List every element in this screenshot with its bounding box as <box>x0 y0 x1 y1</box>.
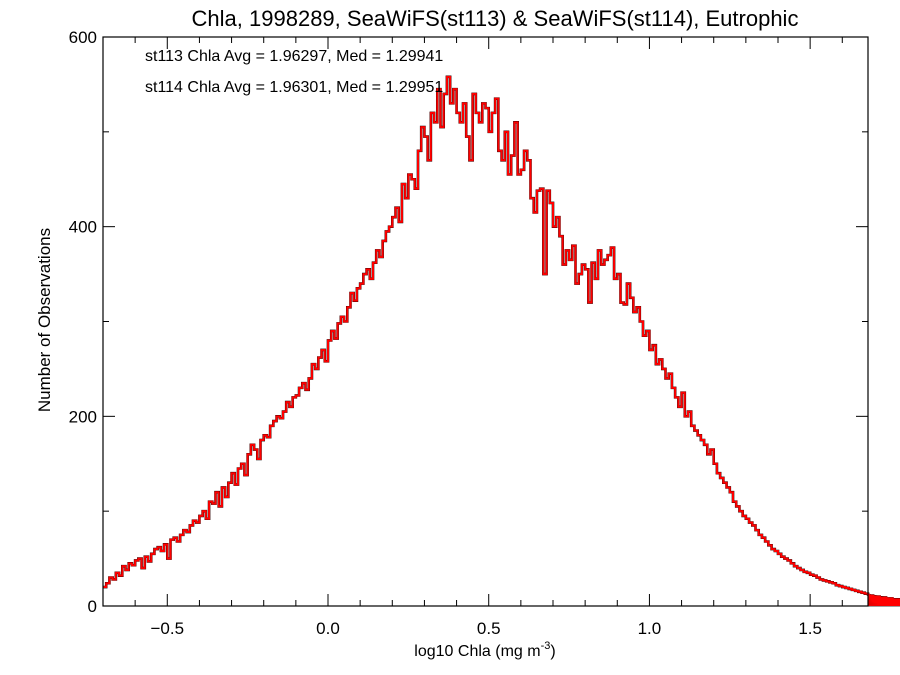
plot-area <box>103 75 900 607</box>
histogram-series-1 <box>103 75 900 607</box>
y-tick-label: 600 <box>69 28 97 47</box>
annotation-st114: st114 Chla Avg = 1.96301, Med = 1.29951 <box>145 79 443 96</box>
x-tick-label: 1.0 <box>638 619 662 638</box>
x-axis-label-close: ) <box>550 643 555 660</box>
x-axis-ticks: −0.5 0.0 0.5 1.0 1.5 <box>102 37 843 638</box>
y-tick-label: 200 <box>69 407 97 426</box>
y-axis-ticks: 0 200 400 600 <box>69 28 868 616</box>
x-tick-label: 0.0 <box>316 619 340 638</box>
y-axis-label: Number of Observations <box>35 228 54 412</box>
x-axis-label-superscript: -3 <box>541 640 551 652</box>
x-tick-label: 0.5 <box>477 619 501 638</box>
x-tick-label: 1.5 <box>798 619 822 638</box>
y-tick-label: 0 <box>88 597 97 616</box>
annotation-st113: st113 Chla Avg = 1.96297, Med = 1.29941 <box>145 48 443 65</box>
plot-frame <box>102 36 869 607</box>
x-axis-label: log10 Chla (mg m-3) <box>414 640 555 660</box>
x-tick-label: −0.5 <box>151 619 185 638</box>
x-axis-label-main: log10 Chla (mg m <box>414 643 540 660</box>
y-tick-label: 400 <box>69 218 97 237</box>
chart-title: Chla, 1998289, SeaWiFS(st113) & SeaWiFS(… <box>192 6 799 31</box>
